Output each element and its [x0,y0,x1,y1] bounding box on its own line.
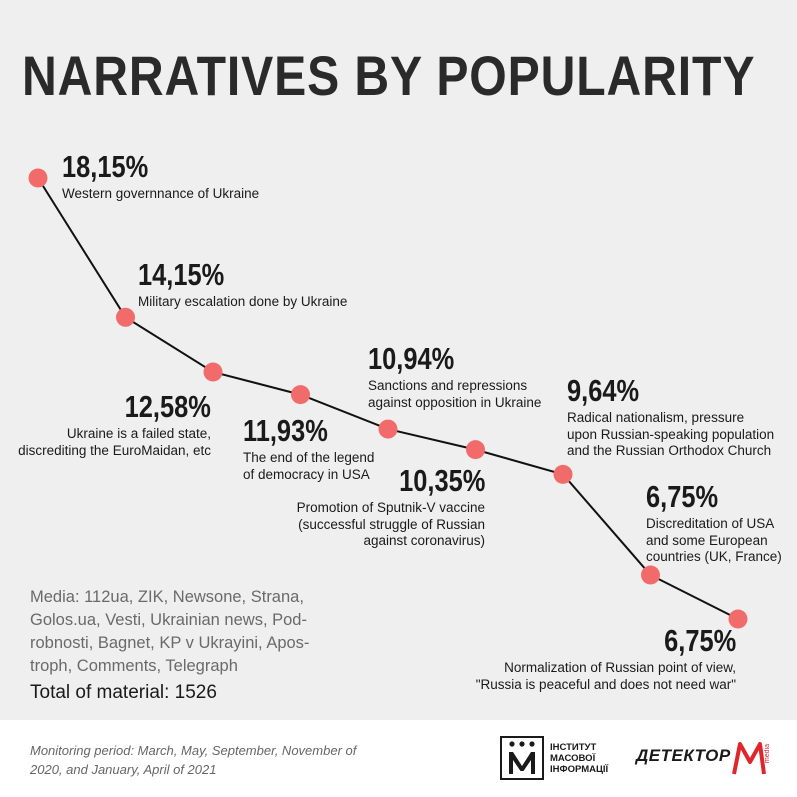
narrative-value: 10,94% [368,341,455,376]
imi-logo: ІНСТИТУТ МАСОВОЇ ІНФОРМАЦІЇ [500,736,620,780]
narrative-text: Discreditation of USA and some European … [646,516,782,564]
detektor-logo-text: ДЕТЕКТОР [636,746,731,765]
narrative-text: The end of the legend of democracy in US… [243,450,375,482]
narrative-text: Normalization of Russian point of view, … [475,660,736,692]
narrative-label-7: 6,75% Discreditation of USA and some Eur… [646,480,782,566]
data-point-0 [28,168,48,188]
line-chart [28,168,748,629]
narrative-value: 12,58% [124,389,211,424]
narrative-value: 6,75% [663,623,736,658]
narrative-text: Western governnance of Ukraine [62,186,260,201]
narrative-value: 14,15% [138,257,225,292]
narrative-label-3: 11,93% The end of the legend of democrac… [243,414,374,483]
data-point-1 [116,307,135,327]
detektor-media-logo: ДЕТЕКТОР media [636,740,776,780]
narrative-value: 11,93% [243,413,328,448]
narrative-value: 10,35% [398,463,485,498]
data-point-4 [378,419,398,439]
narrative-label-5: 10,35% Promotion of Sputnik-V vaccine (s… [297,464,485,550]
narrative-text: Sanctions and repressions against opposi… [368,378,542,410]
narrative-text: Military escalation done by Ukraine [138,294,348,309]
monitoring-period: Monitoring period: March, May, September… [30,743,357,777]
data-point-7 [641,565,660,585]
data-point-3 [291,385,310,405]
data-point-5 [466,440,485,460]
chart-title: NARRATIVES BY POPULARITY [22,44,756,107]
narrative-value: 18,15% [62,149,149,184]
data-point-8 [728,609,748,629]
narrative-value: 6,75% [646,479,719,514]
narrative-text: Radical nationalism, pressure upon Russi… [567,410,775,458]
data-point-2 [203,362,223,382]
narrative-label-8: 6,75% Normalization of Russian point of … [476,624,736,693]
narrative-text: Promotion of Sputnik-V vaccine (successf… [296,500,485,548]
detektor-m-icon [732,742,766,775]
narrative-label-6: 9,64% Radical nationalism, pressure upon… [567,374,774,460]
data-point-6 [553,464,573,484]
narrative-label-0: 18,15% Western governnance of Ukraine [62,150,259,203]
narrative-label-1: 14,15% Military escalation done by Ukrai… [138,258,347,311]
detektor-logo-subtext: media [764,744,771,764]
narrative-label-4: 10,94% Sanctions and repressions against… [368,342,541,411]
narrative-text: Ukraine is a failed state, discrediting … [18,426,211,458]
narrative-value: 9,64% [567,373,640,408]
imi-logo-text: ІНСТИТУТ МАСОВОЇ ІНФОРМАЦІЇ [550,742,609,775]
footer [0,720,797,797]
media-list: Media: 112ua, ZIK, Newsone, Strana, Golo… [30,588,310,675]
total-materials: Total of material: 1526 [30,682,217,703]
narrative-label-2: 12,58% Ukraine is a failed state, discre… [18,390,211,459]
chart-panel: NARRATIVES BY POPULARITY 18,15% Western … [0,0,797,720]
imi-logo-icon [500,736,544,780]
